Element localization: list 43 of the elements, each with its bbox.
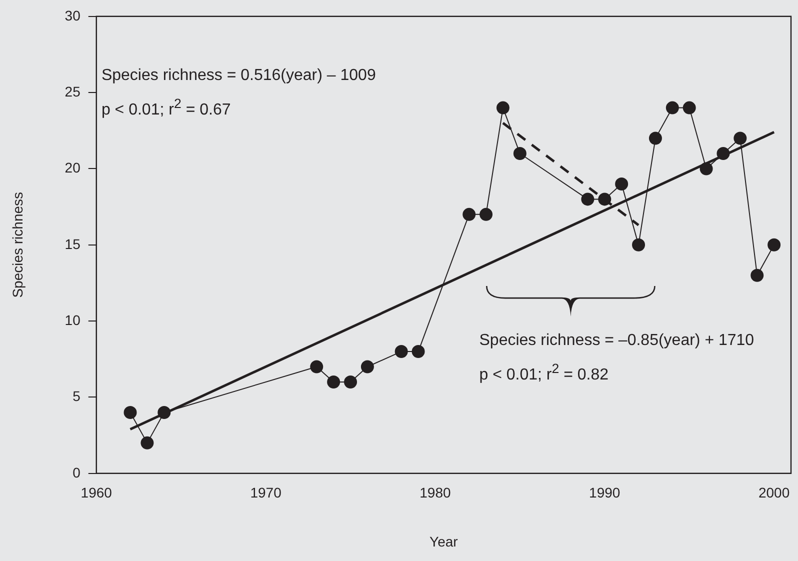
point (394, 345, 408, 358)
annotation: p < 0.01; r$^{2}$ = 0.82 (479, 360, 610, 386)
y-tick-label: 25 (64, 83, 81, 100)
point (682, 101, 696, 114)
point (598, 192, 612, 206)
point (140, 436, 154, 450)
y-tick-label: 0 (72, 464, 81, 480)
point (462, 208, 476, 221)
point (700, 162, 713, 176)
y-tick-label: 20 (64, 160, 81, 176)
point (666, 101, 679, 114)
y-tick-label: 10 (64, 312, 81, 328)
x-tick-label: 1970 (250, 484, 282, 501)
x-tick-label: 2000 (758, 484, 790, 501)
y-tick-label: 30 (64, 7, 81, 24)
point (513, 147, 526, 160)
x-tick-label: 1990 (589, 484, 620, 501)
point (750, 268, 764, 282)
point (344, 376, 358, 388)
point (158, 406, 171, 419)
annotation: Species richness = –0.85(year) + 1710 (479, 331, 754, 352)
point (716, 147, 730, 160)
annotation: p < 0.01; r$^{2}$ = 0.67 (101, 95, 232, 120)
x-tick-label: 1960 (80, 484, 112, 501)
y-tick-label: 15 (64, 236, 81, 252)
point (496, 101, 510, 114)
point (327, 376, 340, 388)
point (581, 192, 594, 206)
y-axis-title: Species richness (9, 192, 26, 298)
x-axis-title: Year (430, 533, 458, 550)
point (412, 345, 425, 358)
point (124, 406, 137, 419)
point (734, 132, 747, 145)
point (768, 238, 781, 252)
point (480, 208, 493, 221)
point (615, 177, 628, 190)
x-tick-label: 1980 (420, 484, 451, 501)
point (310, 360, 324, 374)
point (648, 132, 662, 145)
y-tick-label: 5 (72, 388, 81, 404)
point (632, 238, 646, 252)
annotation: Species richness = 0.516(year) – 1009 (101, 66, 376, 86)
point (360, 360, 374, 374)
